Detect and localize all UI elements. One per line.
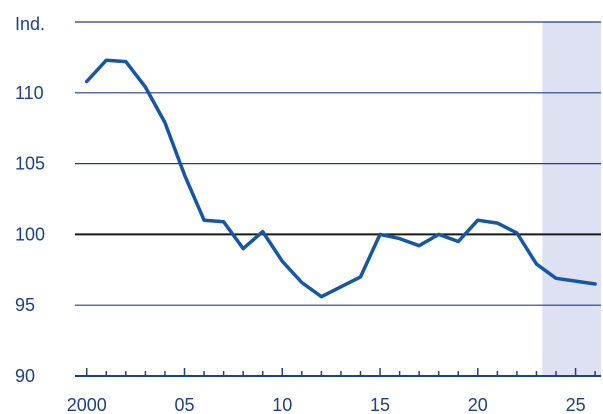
x-tick-label: 2000 — [67, 395, 107, 414]
x-tick-label: 25 — [566, 395, 586, 414]
forecast-band — [542, 22, 601, 376]
x-tick-label: 05 — [174, 395, 194, 414]
y-tick-label: 90 — [15, 366, 35, 386]
series-line — [84, 58, 597, 299]
x-tick-marks — [85, 368, 596, 376]
x-tick-label: 10 — [272, 395, 292, 414]
grid-lines — [75, 21, 601, 306]
y-tick-labels: 90 95 100 105 110 — [15, 83, 45, 386]
x-tick-label: 20 — [468, 395, 488, 414]
y-tick-label: 95 — [15, 295, 35, 315]
x-tick-label: 15 — [370, 395, 390, 414]
y-tick-label: 110 — [15, 83, 44, 103]
x-tick-labels: 2000 05 10 15 20 25 — [67, 395, 586, 414]
y-unit-label: Ind. — [15, 14, 45, 34]
y-tick-label: 100 — [15, 224, 45, 244]
y-tick-label: 105 — [15, 154, 45, 174]
